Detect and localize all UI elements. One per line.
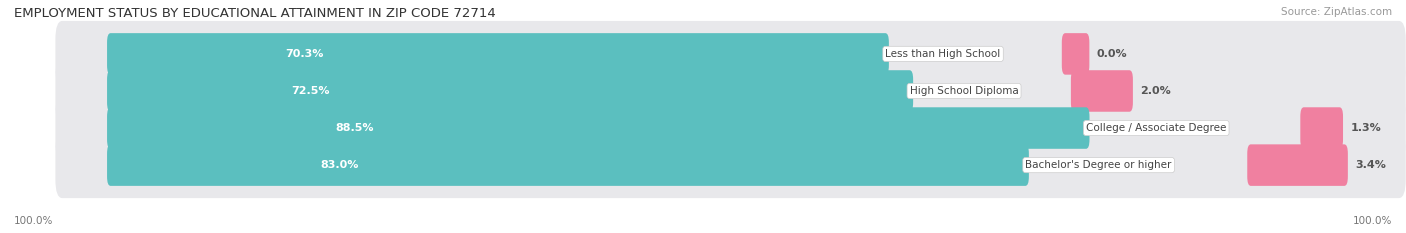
Text: 83.0%: 83.0% [321,160,359,170]
Text: 70.3%: 70.3% [285,49,323,59]
FancyBboxPatch shape [55,132,1406,198]
FancyBboxPatch shape [55,21,1406,87]
Text: EMPLOYMENT STATUS BY EDUCATIONAL ATTAINMENT IN ZIP CODE 72714: EMPLOYMENT STATUS BY EDUCATIONAL ATTAINM… [14,7,496,20]
Text: 3.4%: 3.4% [1355,160,1386,170]
Text: College / Associate Degree: College / Associate Degree [1085,123,1226,133]
Text: High School Diploma: High School Diploma [910,86,1018,96]
FancyBboxPatch shape [107,144,1029,186]
Text: 72.5%: 72.5% [291,86,329,96]
Text: Bachelor's Degree or higher: Bachelor's Degree or higher [1025,160,1171,170]
FancyBboxPatch shape [55,58,1406,124]
Text: 88.5%: 88.5% [335,123,374,133]
Text: 100.0%: 100.0% [14,216,53,226]
Text: 0.0%: 0.0% [1097,49,1128,59]
FancyBboxPatch shape [107,107,1090,149]
Text: Less than High School: Less than High School [886,49,1001,59]
FancyBboxPatch shape [55,95,1406,161]
FancyBboxPatch shape [1247,144,1348,186]
Text: 100.0%: 100.0% [1353,216,1392,226]
FancyBboxPatch shape [107,33,889,75]
Text: Source: ZipAtlas.com: Source: ZipAtlas.com [1281,7,1392,17]
FancyBboxPatch shape [1301,107,1343,149]
Text: 1.3%: 1.3% [1351,123,1381,133]
Text: 2.0%: 2.0% [1140,86,1171,96]
FancyBboxPatch shape [107,70,912,112]
FancyBboxPatch shape [1062,33,1090,75]
FancyBboxPatch shape [1071,70,1133,112]
